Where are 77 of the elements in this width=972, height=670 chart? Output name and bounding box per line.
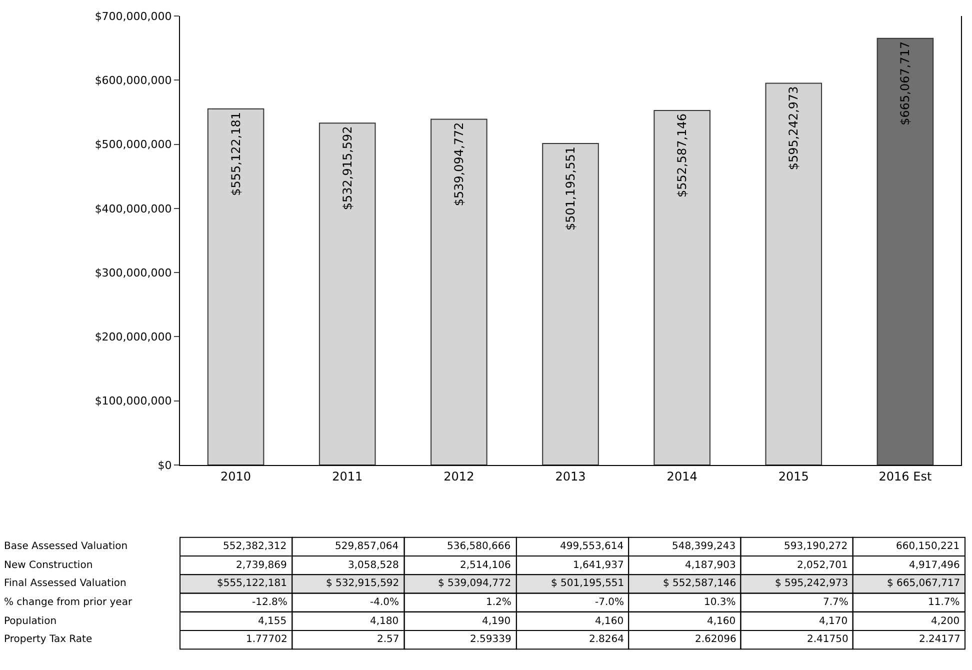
data-label: $665,067,717	[898, 41, 912, 126]
text: 552,382,312	[223, 541, 287, 552]
text: 4,155	[258, 616, 287, 627]
text: 548,399,243	[672, 541, 736, 552]
data-label: $552,587,146	[675, 114, 690, 198]
bar	[430, 118, 488, 465]
text: 4,180	[370, 616, 399, 627]
text: 7.7%	[823, 597, 848, 608]
text: 2.57	[377, 634, 400, 645]
y-tick-label: $0	[158, 458, 172, 472]
data-label: $595,242,973	[786, 86, 801, 170]
text: Base Assessed Valuation	[4, 541, 128, 552]
text: 499,553,614	[560, 541, 624, 552]
text: % change from prior year	[4, 597, 133, 608]
text: New Construction	[4, 560, 93, 571]
bar	[207, 108, 264, 465]
y-tick-label: $300,000,000	[94, 266, 172, 280]
text: 2.41750	[807, 634, 848, 645]
bar	[318, 122, 376, 465]
text: 2.62096	[695, 634, 736, 645]
y-tick-label: $500,000,000	[94, 138, 172, 152]
text: 2.24177	[919, 634, 960, 645]
text: 1.2%	[486, 597, 512, 608]
text: $ 595,242,973	[775, 578, 848, 589]
text: 4,170	[819, 616, 848, 627]
x-tick-label: 2016 Est	[878, 469, 932, 484]
bar	[542, 143, 599, 465]
y-tick-label: $700,000,000	[94, 10, 172, 23]
text: 2.8264	[589, 634, 624, 645]
text: 3,058,528	[348, 560, 399, 571]
data-label: $539,094,772	[452, 122, 466, 206]
text: 10.3%	[704, 597, 736, 608]
bar	[654, 110, 710, 465]
data-label: $501,195,551	[564, 146, 578, 231]
text: 11.7%	[928, 597, 960, 608]
text: $ 552,587,146	[663, 578, 736, 589]
text: Population	[4, 616, 57, 627]
text: 4,190	[482, 616, 511, 627]
bar	[876, 38, 934, 465]
text: 536,580,666	[447, 541, 511, 552]
text: 4,160	[707, 616, 736, 627]
text: Final Assessed Valuation	[4, 578, 126, 589]
y-tick-label: $600,000,000	[94, 74, 172, 87]
text: 529,857,064	[335, 541, 399, 552]
text: 4,160	[595, 616, 624, 627]
text: 4,200	[931, 616, 960, 627]
y-tick-label: $200,000,000	[94, 330, 172, 344]
text: -4.0%	[370, 597, 400, 608]
text: 660,150,221	[896, 541, 960, 552]
text: 2,052,701	[797, 560, 848, 571]
text: -12.8%	[252, 597, 288, 608]
data-label: $555,122,181	[228, 112, 243, 196]
text: -7.0%	[595, 597, 624, 608]
text: $ 532,915,592	[326, 578, 400, 589]
text: $ 665,067,717	[887, 578, 960, 589]
x-tick-label: 2015	[778, 469, 809, 484]
text: 1.77702	[246, 634, 288, 645]
text: 1,641,937	[573, 560, 624, 571]
text: 4,917,496	[909, 560, 960, 571]
x-tick-label: 2013	[555, 469, 586, 484]
y-tick-label: $400,000,000	[94, 202, 172, 216]
text: 4,187,903	[685, 560, 736, 571]
text: $ 501,195,551	[551, 578, 624, 589]
bar	[765, 82, 822, 465]
y-tick-label: $100,000,000	[94, 394, 172, 408]
text: 2,739,869	[236, 560, 287, 571]
text: 2,514,106	[460, 560, 511, 571]
text: $555,122,181	[217, 578, 287, 589]
x-tick-label: 2014	[666, 469, 698, 484]
text: 2.59339	[470, 634, 512, 645]
text: 593,190,272	[784, 541, 848, 552]
text: $ 539,094,772	[438, 578, 512, 589]
data-label: $532,915,592	[340, 126, 354, 210]
text: Property Tax Rate	[4, 634, 92, 645]
x-tick-label: 2012	[444, 469, 474, 484]
x-tick-label: 2011	[332, 469, 363, 484]
x-tick-label: 2010	[220, 469, 252, 484]
